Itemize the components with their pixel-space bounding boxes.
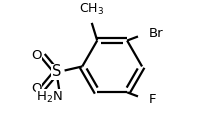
- Text: Br: Br: [149, 27, 163, 40]
- Text: O: O: [31, 82, 41, 95]
- Text: S: S: [52, 64, 61, 79]
- Text: H$_2$N: H$_2$N: [36, 90, 63, 105]
- Text: F: F: [149, 93, 156, 106]
- Text: CH$_3$: CH$_3$: [79, 2, 104, 17]
- Text: O: O: [31, 49, 41, 62]
